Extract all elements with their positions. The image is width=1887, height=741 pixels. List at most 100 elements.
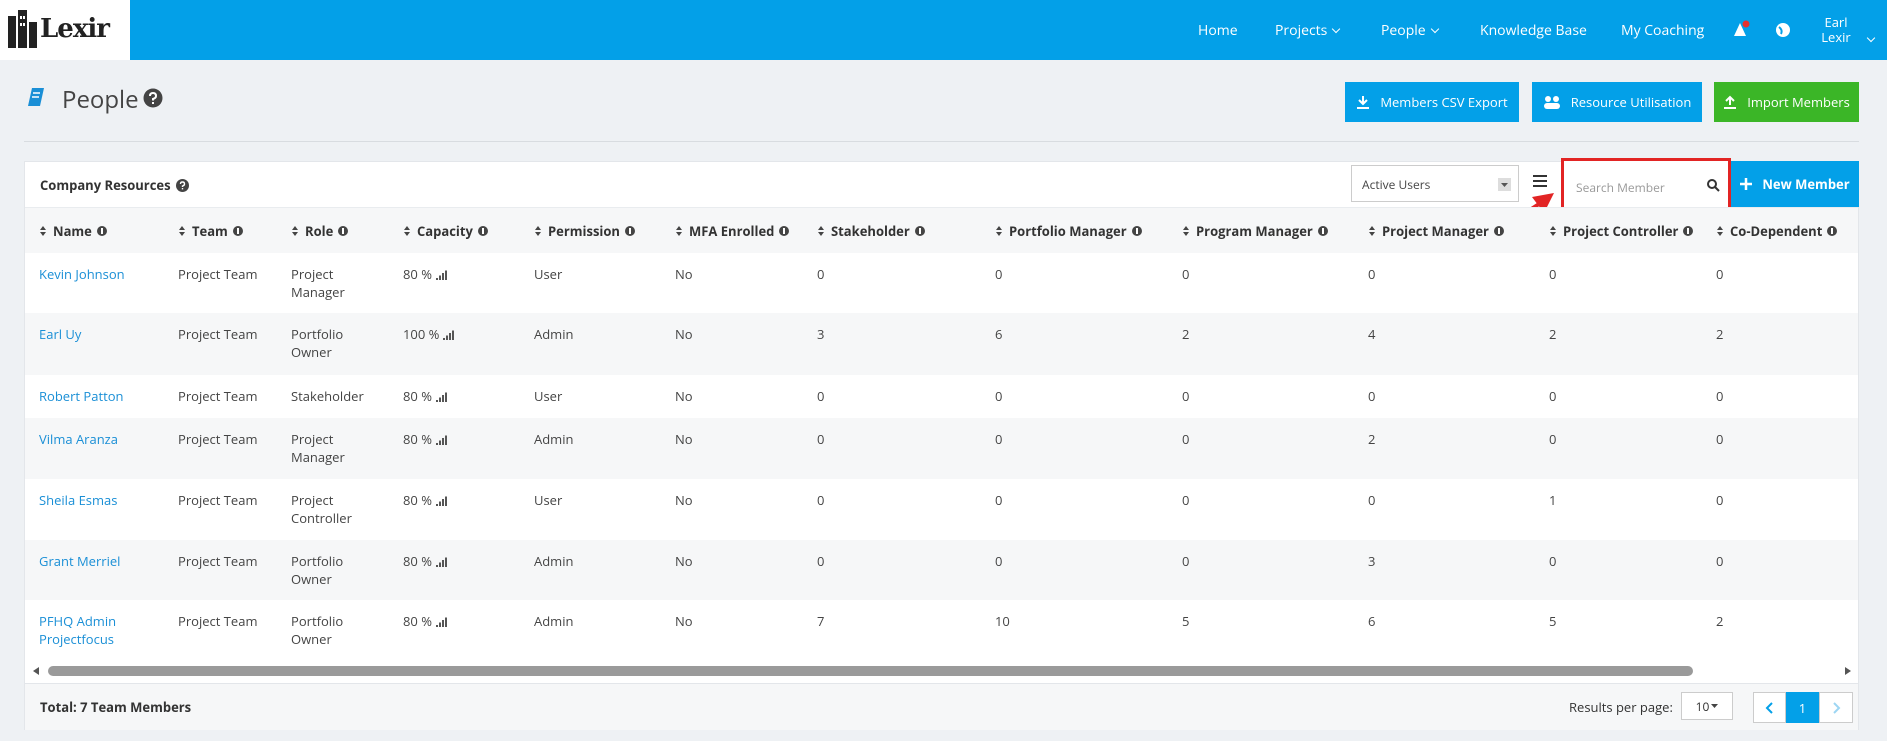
sort-down bbox=[1717, 232, 1723, 236]
caret bbox=[1332, 24, 1341, 34]
csv-export-button[interactable]: Members CSV Export bbox=[1345, 82, 1519, 122]
help-icon[interactable] bbox=[143, 88, 163, 108]
table-cell: 0 bbox=[817, 430, 957, 448]
table-cell: 0 bbox=[1549, 265, 1689, 283]
column-header[interactable]: Portfolio Manager bbox=[996, 222, 1142, 240]
column-header[interactable]: Team bbox=[179, 222, 243, 240]
table-cell: 80 % bbox=[403, 430, 543, 448]
sort-up bbox=[179, 226, 185, 230]
capacity-bar bbox=[446, 335, 449, 340]
cell-text: 5 bbox=[1549, 612, 1557, 630]
user-menu[interactable]: Earl Lexir bbox=[1821, 13, 1851, 46]
capacity-bar bbox=[445, 496, 447, 506]
import-button[interactable]: Import Members bbox=[1714, 82, 1859, 122]
menu-icon[interactable] bbox=[1533, 175, 1547, 187]
column-header[interactable]: MFA Enrolled bbox=[676, 222, 790, 240]
column-header[interactable]: Capacity bbox=[404, 222, 488, 240]
info-icon bbox=[1131, 226, 1142, 236]
h-scrollbar[interactable] bbox=[26, 664, 1857, 678]
prev-page[interactable] bbox=[1753, 692, 1786, 723]
select-arrow bbox=[1711, 703, 1719, 708]
cell-text: 2 bbox=[1368, 430, 1376, 448]
table-cell: 100 % bbox=[403, 325, 543, 343]
sort-icon bbox=[818, 226, 824, 236]
cell-text: Project Team bbox=[178, 552, 258, 570]
nav-projects[interactable]: Projects bbox=[1275, 21, 1341, 40]
table-cell: 10 bbox=[995, 612, 1135, 630]
cell-text: 0 bbox=[1182, 552, 1190, 570]
column-header[interactable]: Project Controller bbox=[1550, 222, 1694, 240]
member-name[interactable]: Sheila Esmas bbox=[39, 491, 129, 509]
table-cell: Admin bbox=[534, 612, 674, 630]
filter-select[interactable]: Active Users bbox=[1351, 165, 1519, 202]
table-cell: No bbox=[675, 612, 815, 630]
logo[interactable]: Lexir bbox=[0, 0, 130, 60]
column-header[interactable]: Permission bbox=[535, 222, 635, 240]
nav-home[interactable]: Home bbox=[1198, 21, 1238, 40]
scroll-left bbox=[33, 667, 39, 675]
column-header[interactable]: Co-Dependent bbox=[1717, 222, 1838, 240]
column-header[interactable]: Program Manager bbox=[1183, 222, 1328, 240]
member-name[interactable]: Kevin Johnson bbox=[39, 265, 129, 283]
cell-text: 2 bbox=[1182, 325, 1190, 343]
nav-coaching[interactable]: My Coaching bbox=[1621, 21, 1705, 40]
table-cell: 0 bbox=[817, 265, 957, 283]
sort-up bbox=[404, 226, 410, 230]
column-header[interactable]: Name bbox=[40, 222, 107, 240]
column-header[interactable]: Stakeholder bbox=[818, 222, 925, 240]
cell-text: 0 bbox=[817, 552, 825, 570]
next-page[interactable] bbox=[1819, 692, 1853, 723]
globe-icon[interactable] bbox=[1775, 22, 1791, 38]
table-cell: Portfolio Owner bbox=[291, 612, 371, 648]
member-name[interactable]: PFHQ Admin Projectfocus bbox=[39, 612, 129, 648]
table-cell: 0 bbox=[1368, 387, 1508, 405]
sort-up bbox=[1550, 226, 1556, 230]
column-header[interactable]: Role bbox=[292, 222, 349, 240]
table-row bbox=[25, 375, 1858, 418]
page-size-select[interactable]: 10 bbox=[1681, 692, 1733, 720]
table-cell: 80 % bbox=[403, 265, 543, 283]
member-name[interactable]: Earl Uy bbox=[39, 325, 129, 343]
table-cell: 80 % bbox=[403, 387, 543, 405]
table-row bbox=[25, 600, 1858, 661]
column-label: Portfolio Manager bbox=[1009, 222, 1127, 240]
table-cell: Project Team bbox=[178, 491, 318, 509]
column-label: Program Manager bbox=[1196, 222, 1313, 240]
cell-text: 2 bbox=[1716, 612, 1724, 630]
cell-text: 1 bbox=[1549, 491, 1557, 509]
panel-footer bbox=[25, 683, 1858, 730]
cell-text: 7 bbox=[817, 612, 825, 630]
member-name[interactable]: Vilma Aranza bbox=[39, 430, 129, 448]
resource-button[interactable]: Resource Utilisation bbox=[1532, 82, 1702, 122]
table-cell: 0 bbox=[817, 387, 957, 405]
member-name[interactable]: Grant Merriel bbox=[39, 552, 129, 570]
table-row bbox=[25, 418, 1858, 479]
new-member-button[interactable]: New Member bbox=[1731, 161, 1859, 207]
info-icon bbox=[338, 226, 349, 236]
plus-icon bbox=[1740, 178, 1753, 190]
nav-knowledge[interactable]: Knowledge Base bbox=[1480, 21, 1587, 40]
cell-text: 80 % bbox=[403, 265, 432, 283]
table-cell: No bbox=[675, 387, 815, 405]
current-page[interactable]: 1 bbox=[1786, 692, 1819, 723]
capacity-bar bbox=[439, 622, 441, 627]
bell-icon[interactable] bbox=[1732, 20, 1750, 40]
cell-text: 0 bbox=[995, 491, 1003, 509]
nav-people[interactable]: People bbox=[1381, 21, 1439, 40]
table-cell: 3 bbox=[1368, 552, 1508, 570]
cell-text: No bbox=[675, 552, 693, 570]
table-cell: 2 bbox=[1716, 612, 1856, 630]
cell-text: No bbox=[675, 612, 693, 630]
member-name[interactable]: Robert Patton bbox=[39, 387, 129, 405]
cell-text: User bbox=[534, 387, 563, 405]
cell-text: 0 bbox=[817, 491, 825, 509]
cell-text: 10 bbox=[995, 612, 1010, 630]
help-icon[interactable] bbox=[175, 178, 189, 192]
search-box[interactable]: Search Member bbox=[1561, 158, 1731, 214]
nav-label: People bbox=[1381, 21, 1426, 40]
column-header[interactable]: Project Manager bbox=[1369, 222, 1504, 240]
cell-text: 0 bbox=[995, 430, 1003, 448]
chevron-left bbox=[1765, 702, 1773, 714]
capacity-bar bbox=[442, 395, 444, 402]
page-icon bbox=[28, 88, 44, 106]
